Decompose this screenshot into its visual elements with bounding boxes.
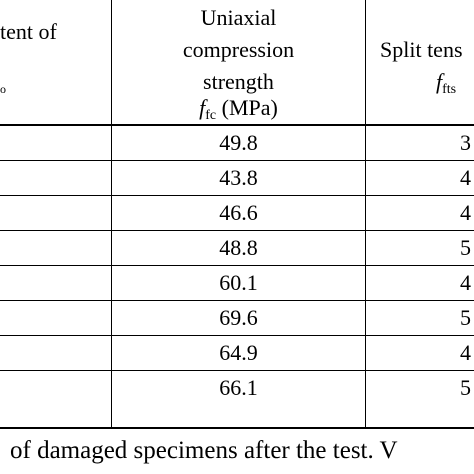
- table-cell-ucs: 60.1: [219, 270, 258, 295]
- table-row-rule: [0, 195, 474, 196]
- table-cell-split: 4: [460, 340, 471, 365]
- table-row-rule: [0, 370, 474, 371]
- figure-caption: of damaged specimens after the test. V: [10, 437, 398, 464]
- header-ucs-symbol: ffc (MPa): [112, 96, 365, 128]
- table-row-rule: [0, 300, 474, 301]
- header-split-symbol: ffts: [436, 70, 456, 102]
- split-symbol-f: f: [436, 69, 443, 94]
- table-cell-ucs: 66.1: [219, 375, 258, 400]
- table-cell-ucs: 69.6: [219, 305, 258, 330]
- table-row-rule: [0, 265, 474, 266]
- table-cell-ucs: 46.6: [219, 200, 258, 225]
- table-cell-split: 5: [460, 305, 471, 330]
- ucs-symbol-f: f: [199, 95, 206, 120]
- table-cell-ucs: 64.9: [219, 340, 258, 365]
- ucs-symbol-sub: fc: [205, 108, 217, 123]
- split-symbol-sub: fts: [442, 82, 457, 97]
- header-ucs-line1: Uniaxial: [200, 5, 277, 30]
- table-cell-split: 4: [460, 165, 471, 190]
- header-left-line2: o: [0, 82, 6, 96]
- table-cell-split: 4: [460, 200, 471, 225]
- header-left-line1: tent of: [0, 19, 57, 44]
- header-ucs-line3: strength: [203, 69, 274, 94]
- table-cell-ucs: 48.8: [219, 235, 258, 260]
- ucs-unit: (MPa): [216, 95, 278, 120]
- table-cell-split: 5: [460, 375, 471, 400]
- table-row-rule: [0, 160, 474, 161]
- table-row-rule: [0, 335, 474, 336]
- table-cell-split: 3: [460, 130, 471, 155]
- table-header-bottom-rule: [0, 124, 474, 126]
- table-cell-ucs: 43.8: [219, 165, 258, 190]
- table-bottom-rule: [0, 427, 474, 429]
- header-ucs-line2: compression: [182, 37, 295, 62]
- table-column-divider: [111, 0, 112, 428]
- table-row-rule: [0, 230, 474, 231]
- table-column-divider: [365, 0, 366, 428]
- header-split-line1: Split tens: [380, 37, 463, 62]
- table-cell-ucs: 49.8: [219, 130, 258, 155]
- table-cell-split: 5: [460, 235, 471, 260]
- table-cell-split: 4: [460, 270, 471, 295]
